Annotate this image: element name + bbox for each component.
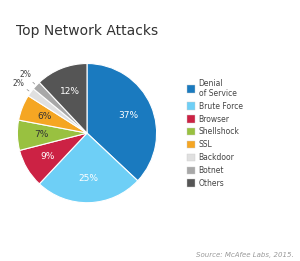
Title: Top Network Attacks: Top Network Attacks [16, 24, 158, 38]
Wedge shape [39, 133, 138, 203]
Text: 2%: 2% [12, 79, 29, 91]
Text: 12%: 12% [60, 87, 80, 96]
Text: 2%: 2% [19, 70, 35, 84]
Text: Source: McAfee Labs, 2015.: Source: McAfee Labs, 2015. [196, 252, 294, 258]
Text: 9%: 9% [41, 152, 55, 161]
Text: 6%: 6% [38, 112, 52, 121]
Text: 37%: 37% [118, 111, 139, 120]
Wedge shape [39, 63, 87, 133]
Wedge shape [28, 89, 87, 133]
Wedge shape [87, 63, 157, 181]
Wedge shape [33, 82, 87, 133]
Wedge shape [20, 133, 87, 184]
Text: 25%: 25% [78, 174, 98, 183]
Text: 7%: 7% [34, 130, 49, 139]
Wedge shape [19, 96, 87, 133]
Legend: Denial
of Service, Brute Force, Browser, Shellshock, SSL, Backdoor, Botnet, Othe: Denial of Service, Brute Force, Browser,… [187, 79, 243, 188]
Wedge shape [17, 120, 87, 150]
